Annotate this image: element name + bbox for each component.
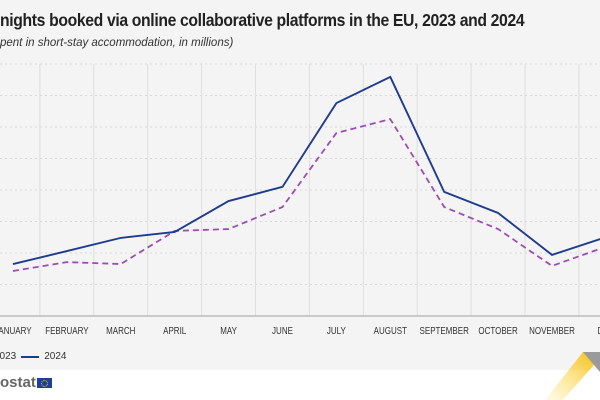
chart-title: nights booked via online collaborative p… xyxy=(0,10,525,30)
eurostat-logo: ostat xyxy=(0,374,52,391)
x-tick-label: NOVEMBER xyxy=(529,325,575,336)
x-tick-label: SEPTEMBER xyxy=(420,325,470,336)
legend-item-2023: 2023 xyxy=(0,351,17,362)
x-tick-label: FEBRUARY xyxy=(45,325,88,336)
logo-text: ostat xyxy=(0,374,36,391)
legend-swatch-2024 xyxy=(21,355,40,358)
chart-subtitle: pent in short-stay accommodation, in mil… xyxy=(0,37,234,49)
x-tick-label: JUNE xyxy=(272,325,293,336)
x-tick-label: JANUARY xyxy=(0,325,32,336)
eu-flag-icon xyxy=(36,377,52,388)
series-line-2024 xyxy=(12,75,600,265)
line-chart: JANUARY FEBRUARY MARCH APRIL MAY JUNE JULY AUGU… xyxy=(0,63,600,336)
x-tick-label: JULY xyxy=(327,325,346,336)
chart-panel xyxy=(0,0,600,370)
legend: 2023 2024 xyxy=(0,351,67,362)
x-tick-label: MARCH xyxy=(106,325,135,336)
x-tick-label: MAY xyxy=(220,325,237,336)
x-tick-label: APRIL xyxy=(163,325,186,336)
series-line-2023 xyxy=(12,118,600,272)
corner-chevron-icon xyxy=(545,352,600,400)
x-tick-label: DEC xyxy=(597,325,600,336)
legend-item-2024: 2024 xyxy=(44,351,67,362)
x-tick-label: AUGUST xyxy=(374,325,408,336)
x-tick-label: OCTOBER xyxy=(478,325,518,336)
